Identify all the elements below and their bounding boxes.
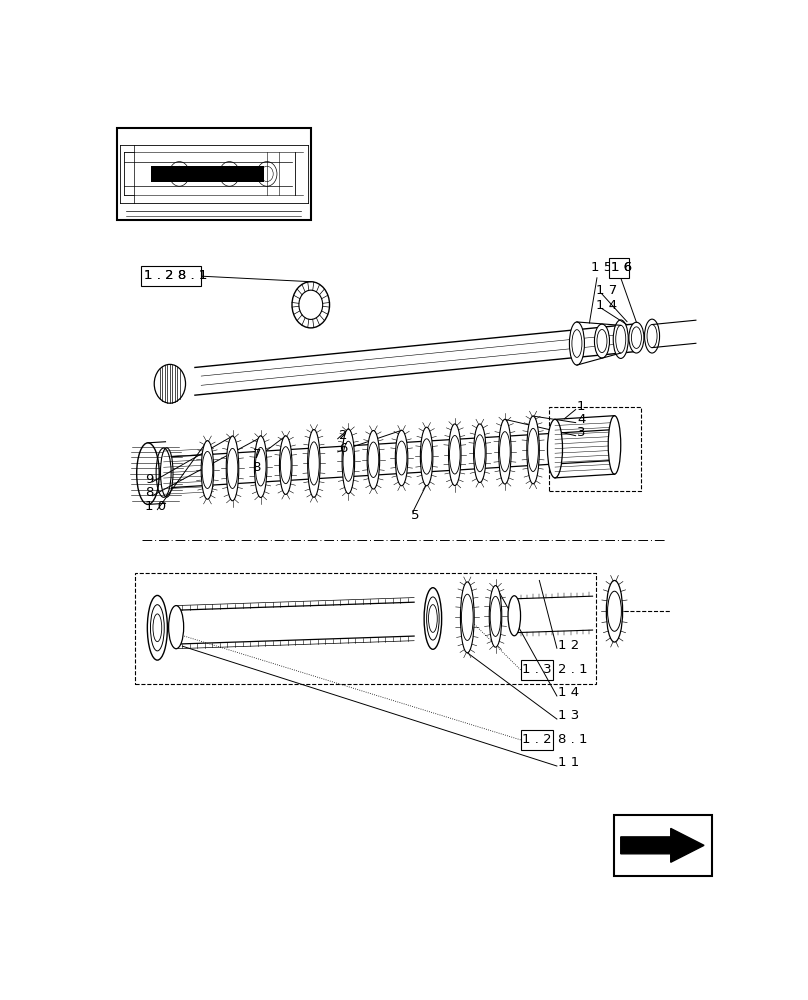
Ellipse shape bbox=[424, 588, 442, 649]
Text: 4: 4 bbox=[577, 413, 585, 426]
Ellipse shape bbox=[161, 448, 173, 497]
Bar bbox=[549, 407, 642, 491]
Ellipse shape bbox=[280, 436, 292, 494]
Ellipse shape bbox=[570, 322, 584, 365]
Text: 6: 6 bbox=[339, 442, 347, 455]
Text: 1 7: 1 7 bbox=[595, 284, 617, 297]
Ellipse shape bbox=[154, 364, 186, 403]
Text: 1 4: 1 4 bbox=[558, 686, 579, 699]
Ellipse shape bbox=[448, 424, 461, 486]
Ellipse shape bbox=[606, 580, 623, 642]
Ellipse shape bbox=[461, 582, 474, 653]
Bar bbox=[116, 128, 311, 220]
Text: 3: 3 bbox=[577, 426, 586, 439]
Ellipse shape bbox=[548, 419, 562, 478]
Ellipse shape bbox=[395, 430, 408, 486]
Polygon shape bbox=[621, 828, 704, 862]
Text: 1: 1 bbox=[577, 400, 586, 413]
Ellipse shape bbox=[608, 416, 621, 474]
Bar bbox=[136, 573, 595, 684]
Ellipse shape bbox=[595, 324, 609, 358]
Text: 5: 5 bbox=[411, 509, 419, 522]
Ellipse shape bbox=[201, 441, 213, 499]
Text: 8 . 1: 8 . 1 bbox=[558, 733, 587, 746]
Text: 1 3: 1 3 bbox=[558, 709, 579, 722]
Text: 1 4: 1 4 bbox=[595, 299, 617, 312]
Ellipse shape bbox=[473, 424, 486, 482]
Text: 7: 7 bbox=[253, 448, 261, 461]
Text: 1 . 3: 1 . 3 bbox=[522, 663, 551, 676]
Ellipse shape bbox=[420, 427, 433, 486]
Text: 8: 8 bbox=[145, 486, 154, 499]
Ellipse shape bbox=[367, 431, 380, 489]
Ellipse shape bbox=[169, 606, 183, 649]
Text: 1 1: 1 1 bbox=[558, 756, 579, 769]
Ellipse shape bbox=[527, 416, 539, 484]
Bar bbox=[151, 166, 263, 182]
Text: 2: 2 bbox=[339, 429, 347, 442]
Ellipse shape bbox=[490, 586, 502, 647]
Ellipse shape bbox=[226, 436, 239, 501]
Text: 1 0: 1 0 bbox=[145, 500, 166, 513]
Bar bbox=[609, 258, 629, 278]
Ellipse shape bbox=[342, 429, 355, 494]
Text: 1 . 2 8 . 1: 1 . 2 8 . 1 bbox=[144, 269, 207, 282]
Ellipse shape bbox=[308, 430, 320, 497]
Ellipse shape bbox=[137, 443, 159, 504]
Text: 1 6: 1 6 bbox=[612, 261, 633, 274]
Ellipse shape bbox=[255, 436, 267, 497]
Ellipse shape bbox=[613, 320, 629, 358]
Ellipse shape bbox=[147, 595, 167, 660]
Text: 1 5: 1 5 bbox=[591, 261, 612, 274]
Ellipse shape bbox=[508, 596, 520, 636]
Bar bbox=[520, 730, 553, 750]
Ellipse shape bbox=[645, 319, 659, 353]
Text: 8: 8 bbox=[253, 461, 261, 474]
Ellipse shape bbox=[499, 419, 511, 484]
Text: 9: 9 bbox=[145, 473, 154, 486]
Bar bbox=[141, 266, 201, 286]
Text: 1 2: 1 2 bbox=[558, 639, 579, 652]
Text: 2 . 1: 2 . 1 bbox=[558, 663, 587, 676]
Text: 1 6: 1 6 bbox=[612, 261, 633, 274]
Text: 1 . 2: 1 . 2 bbox=[522, 733, 551, 746]
Ellipse shape bbox=[629, 322, 644, 353]
Text: 1 . 2 8 . 1: 1 . 2 8 . 1 bbox=[144, 269, 207, 282]
Bar bbox=[615, 815, 712, 876]
Bar bbox=[520, 660, 553, 680]
